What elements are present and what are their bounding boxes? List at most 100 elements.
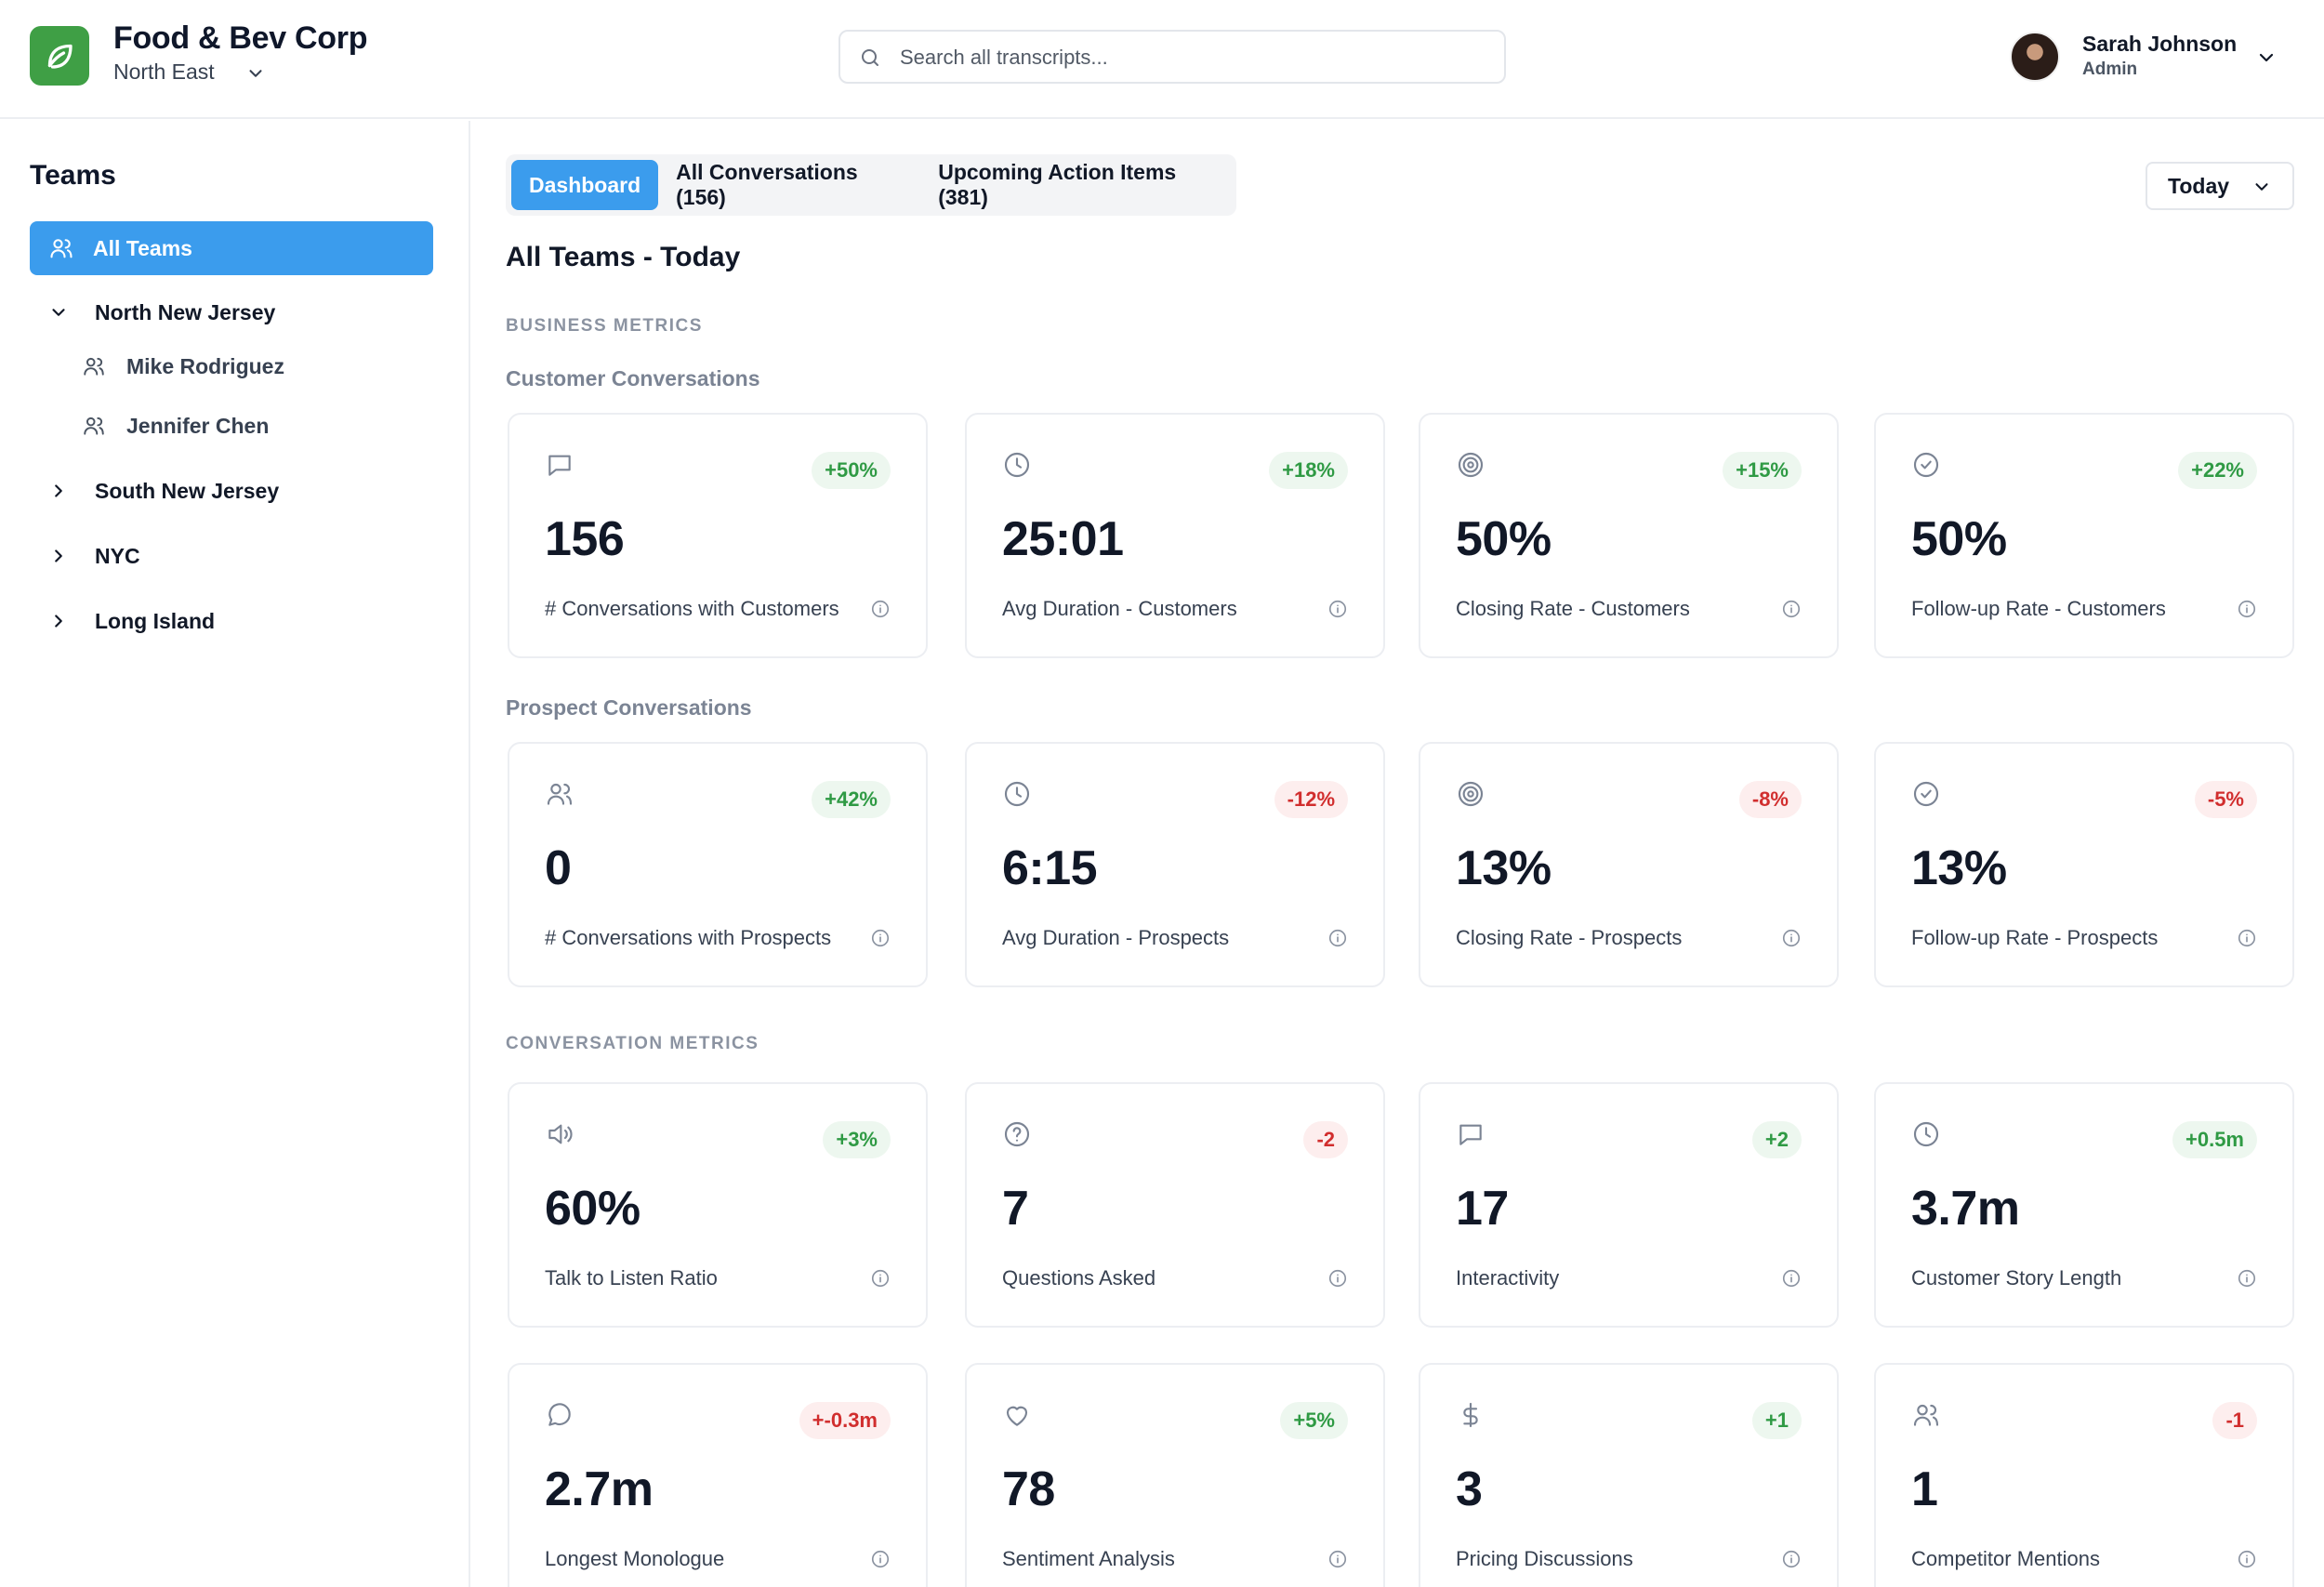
clock-icon xyxy=(1911,1119,1941,1149)
clock-icon xyxy=(1002,779,1032,809)
info-icon[interactable] xyxy=(2237,928,2257,948)
company-name: Food & Bev Corp xyxy=(113,20,368,56)
trend-badge: +22% xyxy=(2178,452,2257,489)
trend-badge: +0.5m xyxy=(2172,1121,2257,1158)
trend-badge: -5% xyxy=(2194,781,2257,818)
sidebar-group-nyc[interactable]: NYC xyxy=(48,537,140,575)
trend-badge: -2 xyxy=(1303,1121,1348,1158)
user-menu-chevron-icon[interactable] xyxy=(2255,46,2278,73)
info-icon[interactable] xyxy=(2237,1268,2257,1289)
info-icon[interactable] xyxy=(1781,1268,1802,1289)
metric-label: Customer Story Length xyxy=(1911,1266,2122,1289)
metric-card[interactable]: -12% 6:15 Avg Duration - Prospects xyxy=(965,742,1385,987)
sidebar-item-all-teams[interactable]: All Teams xyxy=(30,221,433,275)
metric-value: 13% xyxy=(1456,841,1552,895)
metric-card[interactable]: +-0.3m 2.7m Longest Monologue xyxy=(508,1363,928,1587)
metric-label: Competitor Mentions xyxy=(1911,1547,2100,1570)
info-icon[interactable] xyxy=(2237,599,2257,619)
sidebar-group-south-new-jersey[interactable]: South New Jersey xyxy=(48,472,279,509)
metric-card[interactable]: +3% 60% Talk to Listen Ratio xyxy=(508,1082,928,1328)
metric-label: Questions Asked xyxy=(1002,1266,1156,1289)
section-conversation-metrics: CONVERSATION METRICS xyxy=(506,1034,759,1053)
search-input[interactable] xyxy=(900,41,1476,74)
trend-badge: +50% xyxy=(812,452,891,489)
target-icon xyxy=(1456,779,1486,809)
trend-badge: -8% xyxy=(1738,781,1802,818)
info-icon[interactable] xyxy=(870,1268,891,1289)
users-icon xyxy=(82,354,106,378)
metric-card[interactable]: -5% 13% Follow-up Rate - Prospects xyxy=(1874,742,2294,987)
metric-label: Longest Monologue xyxy=(545,1547,725,1570)
chevron-down-icon xyxy=(245,63,266,89)
metric-label: Closing Rate - Prospects xyxy=(1456,926,1683,949)
company-logo[interactable] xyxy=(30,26,89,86)
metric-value: 13% xyxy=(1911,841,2007,895)
check-circle-icon xyxy=(1911,450,1941,480)
date-range-label: Today xyxy=(2168,173,2230,198)
sidebar-group-label: NYC xyxy=(95,543,140,568)
target-icon xyxy=(1456,450,1486,480)
metric-card[interactable]: +22% 50% Follow-up Rate - Customers xyxy=(1874,413,2294,658)
metric-value: 156 xyxy=(545,512,625,566)
metric-card[interactable]: -2 7 Questions Asked xyxy=(965,1082,1385,1328)
sidebar-group-long-island[interactable]: Long Island xyxy=(48,602,215,640)
info-icon[interactable] xyxy=(1327,928,1348,948)
sidebar-group-label: South New Jersey xyxy=(95,478,280,503)
sidebar-member-jennifer-chen[interactable]: Jennifer Chen xyxy=(82,407,269,444)
info-icon[interactable] xyxy=(1327,1268,1348,1289)
info-icon[interactable] xyxy=(1327,599,1348,619)
trend-badge: +1 xyxy=(1751,1402,1802,1439)
info-icon[interactable] xyxy=(870,928,891,948)
user-role: Admin xyxy=(2082,60,2138,79)
trend-badge: +-0.3m xyxy=(799,1402,891,1439)
info-icon[interactable] xyxy=(1781,1549,1802,1569)
heart-icon xyxy=(1002,1400,1032,1430)
metric-card[interactable]: -8% 13% Closing Rate - Prospects xyxy=(1419,742,1839,987)
metric-card[interactable]: +5% 78 Sentiment Analysis xyxy=(965,1363,1385,1587)
sidebar-group-label: North New Jersey xyxy=(95,299,276,324)
info-icon[interactable] xyxy=(870,1549,891,1569)
metric-label: Follow-up Rate - Customers xyxy=(1911,597,2166,620)
tab-all-conversations[interactable]: All Conversations (156) xyxy=(676,160,858,209)
sidebar-group-north-new-jersey[interactable]: North New Jersey xyxy=(48,294,275,331)
view-tabs: Dashboard All Conversations (156) Upcomi… xyxy=(506,154,1236,216)
leaf-icon xyxy=(47,44,73,69)
info-icon[interactable] xyxy=(1781,599,1802,619)
metric-card[interactable]: +42% 0 # Conversations with Prospects xyxy=(508,742,928,987)
info-icon[interactable] xyxy=(1781,928,1802,948)
metric-card[interactable]: +2 17 Interactivity xyxy=(1419,1082,1839,1328)
message-icon xyxy=(545,450,574,480)
info-icon[interactable] xyxy=(870,599,891,619)
speaker-icon xyxy=(545,1119,574,1149)
info-icon[interactable] xyxy=(1327,1549,1348,1569)
region-selector[interactable]: North East xyxy=(113,60,262,85)
metric-label: # Conversations with Customers xyxy=(545,597,839,620)
metric-value: 78 xyxy=(1002,1462,1055,1516)
trend-badge: +18% xyxy=(1269,452,1348,489)
metric-value: 17 xyxy=(1456,1182,1509,1236)
chevron-right-icon xyxy=(48,546,76,566)
metric-label: Closing Rate - Customers xyxy=(1456,597,1690,620)
metric-card[interactable]: -1 1 Competitor Mentions xyxy=(1874,1363,2294,1587)
sidebar-member-label: Mike Rodriguez xyxy=(126,353,284,378)
metric-card[interactable]: +18% 25:01 Avg Duration - Customers xyxy=(965,413,1385,658)
metric-value: 7 xyxy=(1002,1182,1029,1236)
chevron-right-icon xyxy=(48,481,76,501)
metric-card[interactable]: +15% 50% Closing Rate - Customers xyxy=(1419,413,1839,658)
metric-card[interactable]: +1 3 Pricing Discussions xyxy=(1419,1363,1839,1587)
message-icon xyxy=(1456,1119,1486,1149)
metric-card[interactable]: +0.5m 3.7m Customer Story Length xyxy=(1874,1082,2294,1328)
metric-value: 6:15 xyxy=(1002,841,1098,895)
dollar-icon xyxy=(1456,1400,1486,1430)
tab-dashboard[interactable]: Dashboard xyxy=(511,160,659,210)
metric-card[interactable]: +50% 156 # Conversations with Customers xyxy=(508,413,928,658)
avatar[interactable] xyxy=(2010,32,2060,82)
metric-label: # Conversations with Prospects xyxy=(545,926,832,949)
date-range-select[interactable]: Today xyxy=(2146,162,2294,210)
sidebar-member-mike-rodriguez[interactable]: Mike Rodriguez xyxy=(82,348,284,385)
trend-badge: +2 xyxy=(1751,1121,1802,1158)
tab-upcoming-action-items[interactable]: Upcoming Action Items (381) xyxy=(938,160,1177,209)
metric-value: 50% xyxy=(1456,512,1552,566)
info-icon[interactable] xyxy=(2237,1549,2257,1569)
trend-badge: +15% xyxy=(1723,452,1802,489)
